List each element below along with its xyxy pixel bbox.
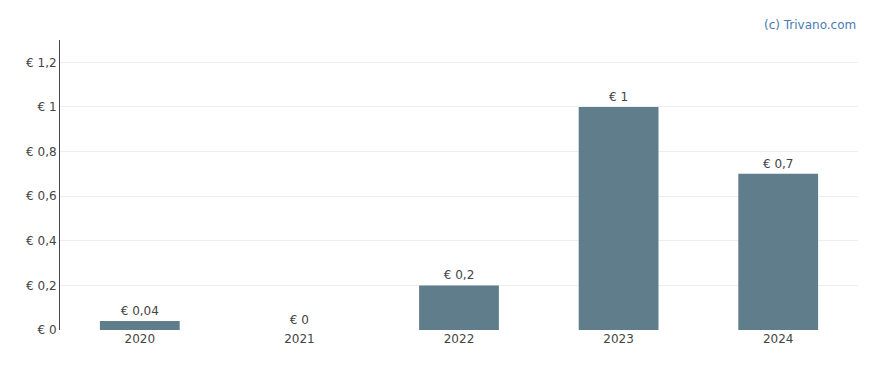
svg-text:2021: 2021 xyxy=(284,332,315,346)
svg-text:€ 1: € 1 xyxy=(609,90,628,104)
svg-text:€ 0: € 0 xyxy=(38,323,57,337)
svg-text:€ 1: € 1 xyxy=(38,100,57,114)
svg-text:€ 0,6: € 0,6 xyxy=(26,189,57,203)
svg-text:2020: 2020 xyxy=(125,332,156,346)
svg-text:€ 0,7: € 0,7 xyxy=(763,157,794,171)
svg-text:2024: 2024 xyxy=(763,332,794,346)
svg-text:€ 0,8: € 0,8 xyxy=(26,145,57,159)
svg-text:€ 0,2: € 0,2 xyxy=(26,279,57,293)
svg-text:€ 1,2: € 1,2 xyxy=(26,56,57,70)
svg-text:(c) Trivano.com: (c) Trivano.com xyxy=(764,18,856,32)
svg-text:2022: 2022 xyxy=(444,332,475,346)
svg-text:€ 0,2: € 0,2 xyxy=(444,268,475,282)
svg-text:€ 0: € 0 xyxy=(290,313,309,327)
svg-text:€ 0,04: € 0,04 xyxy=(121,304,159,318)
svg-text:€ 0,4: € 0,4 xyxy=(26,234,57,248)
svg-text:2023: 2023 xyxy=(603,332,634,346)
